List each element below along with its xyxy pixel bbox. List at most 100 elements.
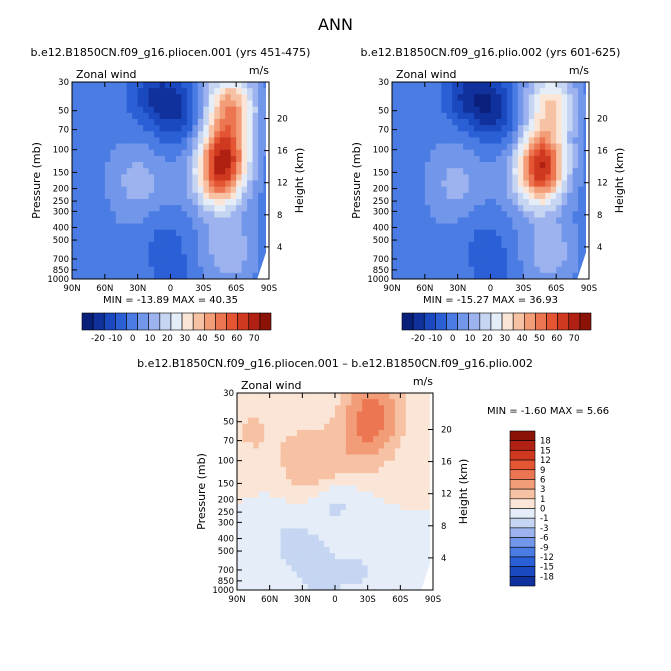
field-cell bbox=[435, 131, 442, 138]
field-cell bbox=[132, 198, 139, 206]
field-cell bbox=[545, 223, 552, 231]
field-cell bbox=[237, 460, 243, 468]
field-cell bbox=[422, 516, 428, 523]
field-cell bbox=[506, 112, 513, 120]
field-cell bbox=[430, 272, 437, 280]
field-cell bbox=[88, 198, 95, 206]
field-cell bbox=[159, 106, 166, 114]
field-cell bbox=[335, 577, 341, 585]
field-cell bbox=[82, 180, 89, 188]
colorbar-label: 30 bbox=[499, 334, 510, 344]
field-cell bbox=[408, 248, 415, 255]
field-cell bbox=[143, 211, 150, 218]
field-cell bbox=[452, 118, 459, 126]
field-cell bbox=[485, 223, 491, 231]
field-cell bbox=[351, 479, 358, 486]
field-cell bbox=[373, 540, 379, 548]
field-cell bbox=[523, 260, 530, 268]
field-cell bbox=[561, 125, 568, 132]
field-cell bbox=[495, 112, 502, 120]
field-cell bbox=[208, 211, 215, 218]
field-cell bbox=[104, 143, 111, 151]
field-cell bbox=[104, 235, 111, 243]
field-cell bbox=[402, 137, 409, 144]
field-cell bbox=[501, 266, 508, 274]
field-cell bbox=[490, 229, 497, 237]
field-cell bbox=[517, 125, 524, 132]
field-cell bbox=[408, 168, 415, 175]
field-cell bbox=[186, 186, 193, 194]
field-cell bbox=[340, 417, 347, 425]
field-cell bbox=[236, 118, 243, 126]
field-cell bbox=[485, 229, 491, 237]
field-cell bbox=[219, 149, 226, 157]
field-cell bbox=[121, 88, 128, 95]
field-cell bbox=[296, 411, 303, 419]
field-cell bbox=[291, 503, 298, 511]
field-cell bbox=[528, 272, 535, 280]
field-cell bbox=[225, 260, 232, 268]
field-cell bbox=[159, 149, 166, 157]
field-cell bbox=[523, 131, 530, 138]
field-cell bbox=[340, 442, 347, 449]
y-tick-label: 500 bbox=[53, 236, 69, 246]
field-cell bbox=[230, 223, 237, 231]
field-cell bbox=[446, 149, 453, 157]
field-cell bbox=[578, 254, 584, 261]
field-cell bbox=[550, 88, 557, 95]
field-cell bbox=[258, 229, 264, 237]
field-cell bbox=[258, 479, 265, 486]
field-cell bbox=[241, 180, 248, 188]
field-cell bbox=[275, 454, 281, 462]
field-cell bbox=[247, 149, 253, 157]
field-cell bbox=[318, 522, 325, 529]
field-cell bbox=[441, 112, 448, 120]
field-cell bbox=[490, 211, 497, 218]
field-cell bbox=[400, 571, 407, 579]
field-cell bbox=[345, 583, 352, 591]
field-cell bbox=[351, 497, 358, 505]
field-cell bbox=[367, 546, 374, 554]
y-tick-label: 1000 bbox=[212, 586, 234, 596]
field-cell bbox=[335, 423, 341, 431]
field-cell bbox=[159, 223, 166, 231]
field-cell bbox=[258, 118, 264, 126]
field-cell bbox=[214, 106, 221, 114]
colorbar-swatch bbox=[509, 527, 536, 538]
field-cell bbox=[506, 106, 513, 114]
field-cell bbox=[77, 186, 84, 194]
colorbar-swatch bbox=[501, 312, 514, 331]
height-tick-label: 4 bbox=[441, 554, 446, 564]
field-cell bbox=[247, 405, 254, 412]
field-cell bbox=[424, 131, 431, 138]
field-cell bbox=[468, 174, 475, 181]
field-cell bbox=[236, 192, 243, 200]
field-cell bbox=[567, 88, 573, 95]
field-cell bbox=[413, 266, 420, 274]
field-cell bbox=[479, 272, 486, 280]
field-cell bbox=[225, 223, 232, 231]
field-cell bbox=[424, 162, 431, 169]
field-cell bbox=[539, 131, 546, 138]
field-cell bbox=[392, 192, 398, 200]
field-cell bbox=[435, 229, 442, 237]
field-cell bbox=[247, 393, 254, 400]
field-cell bbox=[468, 272, 475, 280]
field-cell bbox=[192, 254, 199, 261]
field-cell bbox=[457, 248, 464, 255]
field-cell bbox=[143, 125, 150, 132]
field-cell bbox=[419, 223, 426, 231]
field-cell bbox=[214, 112, 221, 120]
field-cell bbox=[463, 211, 470, 218]
field-cell bbox=[104, 82, 111, 89]
field-cell bbox=[567, 192, 573, 200]
colorbar-swatch bbox=[446, 312, 458, 331]
field-cell bbox=[324, 577, 330, 585]
field-cell bbox=[517, 254, 524, 261]
y-tick-label: 300 bbox=[373, 207, 389, 217]
field-cell bbox=[539, 125, 546, 132]
field-cell bbox=[474, 192, 480, 200]
field-cell bbox=[567, 198, 573, 206]
field-cell bbox=[264, 411, 271, 419]
colorbar-swatch bbox=[523, 312, 536, 331]
